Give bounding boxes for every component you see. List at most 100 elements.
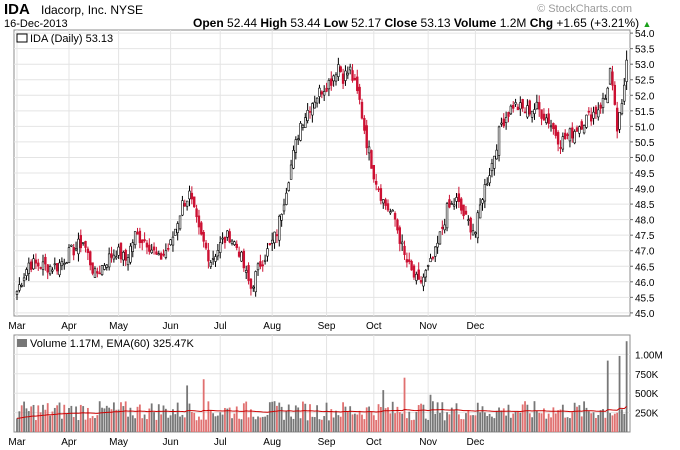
- volume-bar: [297, 407, 300, 432]
- volume-bar: [621, 409, 623, 432]
- volume-bar: [502, 408, 505, 432]
- candle-body: [523, 111, 527, 114]
- volume-bar: [583, 401, 586, 432]
- candle-body: [403, 245, 406, 255]
- candle-body: [478, 204, 482, 219]
- candle-body: [519, 102, 522, 110]
- volume-x-tick-label: Sep: [318, 437, 336, 448]
- volume-bar: [309, 404, 311, 432]
- volume-bar: [420, 403, 422, 432]
- candle-body: [280, 214, 283, 221]
- candle-body: [346, 72, 350, 76]
- volume-bar: [283, 419, 285, 432]
- candle-body: [594, 106, 598, 115]
- volume-bar: [287, 404, 290, 432]
- candle-body: [193, 196, 196, 208]
- candle-body: [384, 199, 387, 206]
- volume-bar: [233, 413, 236, 432]
- candle-body: [441, 226, 444, 229]
- volume-bar: [138, 404, 141, 432]
- price-y-tick-label: 51.5: [635, 107, 655, 118]
- candle-body: [488, 175, 491, 184]
- candle-body: [129, 245, 132, 263]
- candle-body: [327, 80, 331, 90]
- candle-body: [259, 261, 262, 267]
- volume-bar: [219, 412, 222, 432]
- candle-body: [452, 204, 456, 207]
- candle-body: [252, 286, 255, 289]
- candle-body: [405, 259, 409, 263]
- volume-bar: [592, 412, 595, 432]
- candle-body: [431, 256, 435, 259]
- candle-body: [209, 262, 212, 267]
- volume-bar: [500, 410, 503, 432]
- candle-body: [582, 125, 586, 134]
- quote-date: 16-Dec-2013: [4, 18, 68, 30]
- volume-bar: [328, 420, 330, 432]
- volume-bar: [53, 407, 56, 432]
- volume-bar: [112, 402, 115, 432]
- volume-x-tick-label: Jun: [163, 437, 179, 448]
- candle-body: [117, 246, 120, 256]
- volume-bar: [316, 405, 318, 432]
- candle-body: [273, 231, 276, 244]
- candle-body: [464, 210, 468, 215]
- volume-bar: [550, 417, 552, 432]
- candle-body: [41, 261, 45, 271]
- candle-body: [67, 247, 71, 264]
- volume-bar: [42, 404, 44, 432]
- volume-bar: [44, 409, 47, 432]
- candle-body: [455, 197, 458, 202]
- candle-body: [119, 242, 123, 260]
- price-x-tick-label: Jun: [163, 321, 179, 332]
- volume-bar: [131, 415, 134, 432]
- volume-bar: [51, 411, 54, 432]
- volume-bar: [495, 410, 498, 432]
- price-y-tick-label: 50.0: [635, 153, 655, 164]
- volume-bar: [105, 405, 108, 432]
- candle-body: [566, 134, 569, 136]
- candle-body: [299, 123, 302, 141]
- volume-bar: [384, 408, 387, 432]
- volume-bar: [188, 403, 191, 432]
- price-x-tick-label: Mar: [8, 321, 26, 332]
- candle-body: [620, 103, 624, 115]
- volume-bar: [294, 405, 297, 432]
- volume-bar: [221, 414, 224, 432]
- volume-bar: [94, 418, 96, 432]
- ticker-symbol: IDA: [4, 1, 30, 18]
- volume-bar: [304, 403, 307, 432]
- candle-body: [44, 256, 47, 265]
- price-y-tick-label: 46.5: [635, 262, 655, 273]
- volume-bar: [474, 415, 477, 432]
- volume-bar: [186, 385, 189, 432]
- candle-body: [504, 117, 508, 123]
- candle-body: [502, 118, 505, 127]
- volume-bar: [110, 409, 113, 432]
- candle-body: [396, 219, 399, 231]
- volume-bar: [623, 413, 626, 432]
- volume-bar: [602, 409, 604, 432]
- low-label: Low: [323, 16, 348, 30]
- volume-bar: [122, 406, 125, 432]
- volume-bar: [86, 407, 89, 432]
- volume-bar: [226, 408, 229, 432]
- candle-body: [211, 258, 215, 260]
- price-y-tick-label: 54.0: [635, 29, 655, 40]
- volume-bar: [370, 411, 373, 432]
- volume-bar: [214, 416, 217, 432]
- volume-bar: [507, 404, 510, 432]
- candle-body: [408, 259, 411, 262]
- volume-bar: [20, 405, 23, 432]
- candle-body: [592, 111, 595, 119]
- price-x-tick-label: Dec: [467, 321, 485, 332]
- volume-bar: [434, 413, 437, 432]
- candle-body: [107, 253, 111, 268]
- candle-body: [278, 215, 281, 241]
- volume-bar: [266, 414, 269, 432]
- volume-bar: [16, 418, 18, 432]
- volume-bar: [56, 405, 59, 432]
- candle-body: [306, 110, 309, 121]
- candle-body: [533, 109, 536, 114]
- volume-bar: [259, 417, 262, 432]
